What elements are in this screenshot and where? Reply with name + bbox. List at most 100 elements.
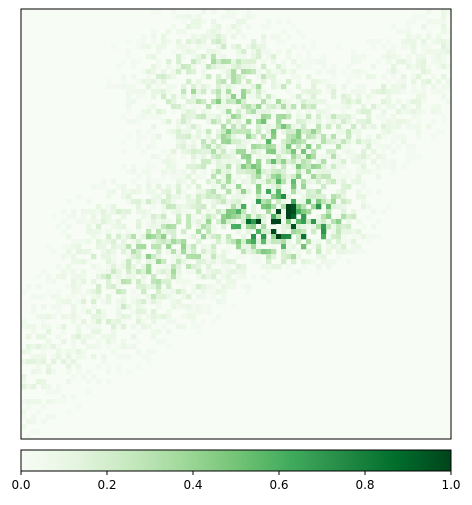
heatmap-cell: [231, 224, 237, 230]
heatmap-cell: [306, 224, 312, 230]
heatmap-cell: [316, 69, 322, 75]
heatmap-cell: [186, 249, 192, 255]
heatmap-cell: [126, 189, 132, 195]
colorbar-tick-label: 0.4: [183, 478, 202, 492]
heatmap-cell: [401, 119, 407, 125]
heatmap-cell: [186, 309, 192, 315]
heatmap-cell: [361, 144, 367, 150]
heatmap-cell: [296, 144, 302, 150]
heatmap-cell: [381, 154, 387, 160]
heatmap-cell: [71, 284, 77, 290]
heatmap-cell: [256, 229, 262, 235]
heatmap-cell: [226, 94, 232, 100]
heatmap-cell: [226, 9, 232, 15]
heatmap-cell: [271, 69, 277, 75]
heatmap-cell: [166, 194, 172, 200]
heatmap-cell: [276, 174, 282, 180]
heatmap-axes: [20, 8, 452, 440]
heatmap-cell: [206, 259, 212, 265]
heatmap-cell: [311, 259, 317, 265]
heatmap-cell: [191, 199, 197, 205]
heatmap-cell: [111, 259, 117, 265]
heatmap-cell: [236, 24, 242, 30]
heatmap-cell: [236, 254, 242, 260]
heatmap-cell: [206, 309, 212, 315]
heatmap-cell: [131, 269, 137, 275]
heatmap-cell: [311, 84, 317, 90]
heatmap-cell: [211, 254, 217, 260]
heatmap-cell: [336, 244, 342, 250]
heatmap-cell: [76, 404, 82, 410]
heatmap-cell: [126, 39, 132, 45]
heatmap-cell: [411, 14, 417, 20]
heatmap-cell: [61, 339, 67, 345]
heatmap-cell: [166, 289, 172, 295]
heatmap-cell: [76, 334, 82, 340]
heatmap-cell: [261, 44, 267, 50]
heatmap-cell: [231, 119, 237, 125]
heatmap-cell: [326, 244, 332, 250]
heatmap-cell: [411, 109, 417, 115]
heatmap-cell: [96, 309, 102, 315]
heatmap-cell: [306, 74, 312, 80]
heatmap-cell: [216, 54, 222, 60]
heatmap-cell: [111, 224, 117, 230]
heatmap-cell: [266, 114, 272, 120]
heatmap-cell: [311, 204, 317, 210]
heatmap-cell: [251, 14, 257, 20]
heatmap-cell: [76, 219, 82, 225]
heatmap-cell: [416, 134, 422, 140]
heatmap-cell: [356, 244, 362, 250]
heatmap-cell: [241, 224, 247, 230]
heatmap-cell: [241, 69, 247, 75]
heatmap-cell: [206, 129, 212, 135]
heatmap-cell: [401, 59, 407, 65]
heatmap-cell: [106, 214, 112, 220]
heatmap-cell: [111, 44, 117, 50]
heatmap-cell: [196, 199, 202, 205]
heatmap-cell: [266, 269, 272, 275]
heatmap-cell: [61, 274, 67, 280]
heatmap-cell: [306, 119, 312, 125]
heatmap-cell: [231, 194, 237, 200]
heatmap-cell: [276, 144, 282, 150]
heatmap-cell: [371, 209, 377, 215]
heatmap-cell: [146, 354, 152, 360]
heatmap-cell: [446, 79, 451, 85]
heatmap-cell: [231, 84, 237, 90]
heatmap-cell: [166, 319, 172, 325]
heatmap-cell: [281, 254, 287, 260]
heatmap-cell: [156, 224, 162, 230]
heatmap-cell: [221, 149, 227, 155]
heatmap-cell: [41, 359, 47, 365]
heatmap-cell: [391, 69, 397, 75]
heatmap-cell: [311, 134, 317, 140]
heatmap-cell: [231, 79, 237, 85]
heatmap-cell: [291, 69, 297, 75]
heatmap-cell: [71, 259, 77, 265]
heatmap-cell: [236, 199, 242, 205]
heatmap-cell: [251, 164, 257, 170]
heatmap-cell: [226, 89, 232, 95]
heatmap-cell: [286, 114, 292, 120]
heatmap-cell: [446, 84, 451, 90]
heatmap-cell: [206, 144, 212, 150]
heatmap-cell: [206, 189, 212, 195]
heatmap-cell: [341, 209, 347, 215]
heatmap-cell: [361, 124, 367, 130]
heatmap-cell: [126, 119, 132, 125]
heatmap-cell: [116, 224, 122, 230]
heatmap-cell: [151, 114, 157, 120]
heatmap-cell: [156, 9, 162, 15]
heatmap-cell: [21, 319, 27, 325]
heatmap-cell: [321, 179, 327, 185]
heatmap-cell: [391, 129, 397, 135]
heatmap-cell: [71, 319, 77, 325]
heatmap-cell: [186, 209, 192, 215]
heatmap-cell: [306, 209, 312, 215]
heatmap-cell: [331, 164, 337, 170]
heatmap-cell: [41, 384, 47, 390]
heatmap-cell: [366, 139, 372, 145]
heatmap-cell: [186, 109, 192, 115]
heatmap-cell: [246, 184, 252, 190]
